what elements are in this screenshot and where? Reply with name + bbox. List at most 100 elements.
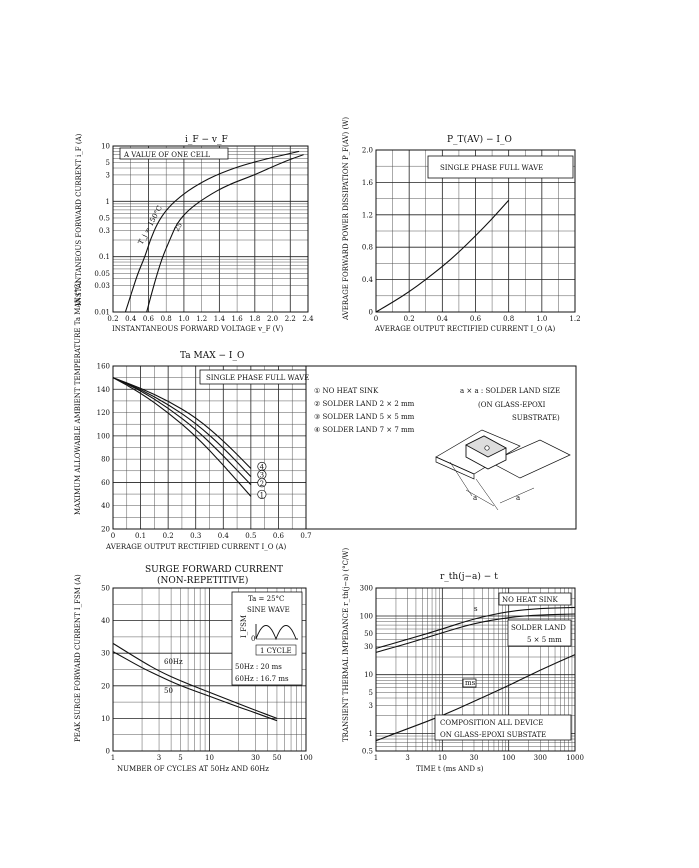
chart-rth-title: r_th(j−a) − t [440, 571, 498, 582]
chart-tamax-ylabel: MAXIMUM ALLOWABLE AMBIENT TEMPERATURE Ta… [74, 281, 82, 515]
ytick-label-7: 100 [360, 612, 373, 620]
chart-rth: r_th(j−a) − t TRANSIENT THERMAL IMPEDANC… [342, 548, 584, 773]
chart-rth-land: SOLDER LAND [511, 624, 566, 632]
chart-rth-land-box [507, 619, 572, 647]
chart-rth-ms-box [462, 678, 477, 688]
chart-if-vf-xlabel: INSTANTANEOUS FORWARD VOLTAGE v_F (V) [112, 325, 283, 333]
xtick-label-2: 5 [178, 754, 182, 762]
series-line-2 [375, 654, 576, 742]
chart-surge-ticks: 1 3 5 10 30 50 100 0 10 20 30 40 50 [101, 585, 313, 763]
chart-pt-io-curves [375, 199, 510, 313]
xtick-label-6: 100 [299, 754, 312, 762]
xtick-label-10: 2.2 [285, 315, 296, 323]
xtick-label-8: 1.8 [249, 315, 260, 323]
series-line-0 [375, 606, 576, 649]
xtick-label-2: 10 [438, 754, 447, 762]
plot-frame [112, 145, 309, 313]
xtick-label-4: 1.0 [178, 315, 189, 323]
xtick-label-2: 0.6 [143, 315, 155, 323]
chart-surge-60hz: 60Hz : 16.7 ms [235, 675, 289, 683]
chart-surge-ta: Ta = 25°C [248, 595, 284, 603]
chart-pt-io-note: SINGLE PHASE FULL WAVE [440, 164, 543, 172]
xtick-label-7: 0.7 [300, 532, 311, 540]
xtick-label-4: 0.8 [503, 315, 514, 323]
chart-if-vf-ylabel: INSTANTANEOUS FORWARD CURRENT i_F (A) [75, 133, 83, 306]
ytick-label-5: 2.0 [362, 147, 373, 155]
xtick-label-3: 0.3 [190, 532, 201, 540]
ytick-label-3: 80 [101, 456, 110, 464]
ytick-label-0: 0.5 [362, 748, 373, 756]
ytick-label-2: 0.05 [94, 270, 110, 278]
xtick-label-1: 3 [405, 754, 409, 762]
plot-frame [112, 587, 307, 752]
xtick-label-6: 1.4 [214, 315, 226, 323]
chart-pt-io: P_T(AV) − I_O AVERAGE FORWARD POWER DISS… [342, 117, 581, 333]
ytick-label-6: 50 [364, 630, 373, 638]
chart-pt-io-grid [375, 149, 576, 313]
chart-tamax-legend-panel [305, 365, 577, 530]
plot-frame [375, 149, 576, 313]
series-marker-label-2: 3 [260, 472, 264, 480]
xtick-label-6: 0.6 [273, 532, 285, 540]
ytick-label-8: 5 [106, 159, 110, 167]
ytick-label-0: 0 [369, 309, 373, 317]
chart-tamax-title: Ta MAX − I_O [180, 351, 244, 361]
ytick-label-0: 0 [106, 748, 110, 756]
series-line-0 [112, 377, 252, 497]
chart-rth-comp1: COMPOSITION ALL DEVICE [440, 719, 543, 727]
series-marker-label-1: 2 [260, 480, 264, 488]
xtick-label-2: 0.4 [437, 315, 449, 323]
chart-pt-io-title: P_T(AV) − I_O [447, 134, 512, 145]
xtick-label-0: 0 [111, 532, 115, 540]
chart-surge-subtitle: (NON-REPETITIVE) [157, 575, 248, 586]
xtick-label-2: 0.2 [163, 532, 174, 540]
xtick-label-3: 10 [205, 754, 214, 762]
xtick-label-5: 50 [272, 754, 281, 762]
series-line-1 [375, 613, 576, 653]
chart-tamax-note: SINGLE PHASE FULL WAVE [206, 374, 309, 382]
ytick-label-4: 10 [364, 671, 373, 679]
chart-rth-curves [375, 606, 576, 742]
xtick-label-5: 300 [534, 754, 547, 762]
series-line-0 [375, 199, 510, 313]
chart-surge-sinewave: SINE WAVE [247, 606, 290, 614]
chart-tamax-curves: 1 234 [112, 377, 267, 499]
chart-surge-xlabel: NUMBER OF CYCLES AT 50Hz AND 60Hz [117, 765, 269, 773]
xtick-label-3: 0.8 [161, 315, 172, 323]
xtick-label-1: 0.1 [135, 532, 146, 540]
plot-frame [375, 587, 576, 752]
xtick-label-5: 1.0 [536, 315, 547, 323]
chart-surge-inset-box [231, 591, 303, 686]
ytick-label-9: 10 [101, 143, 110, 151]
xtick-label-0: 1 [374, 754, 378, 762]
ytick-label-7: 160 [97, 363, 110, 371]
ytick-label-1: 0.4 [362, 276, 374, 284]
chart-rth-ms: ms [465, 679, 476, 687]
chart-if-vf-note: A VALUE OF ONE CELL [123, 151, 211, 159]
chart-surge-series-50: 50 [164, 687, 173, 695]
ytick-label-4: 40 [101, 617, 110, 625]
chart-if-vf-label-25: 25 [173, 221, 184, 233]
ytick-label-6: 140 [97, 386, 110, 394]
ytick-label-5: 30 [364, 643, 373, 651]
chart-surge-series-60: 60Hz [164, 658, 183, 666]
xtick-label-1: 0.4 [125, 315, 137, 323]
xtick-label-6: 1000 [566, 754, 584, 762]
ytick-label-6: 1 [106, 198, 110, 206]
chart-rth-ylabel: TRANSIENT THERMAL IMPEDANCE r_th(j−a) (°… [342, 548, 350, 742]
chart-if-vf-curves [124, 150, 304, 313]
legend-size-note-3: SUBSTRATE) [512, 414, 560, 422]
series-marker-label-0: 1 [260, 491, 264, 499]
ytick-label-5: 120 [97, 409, 110, 417]
xtick-label-5: 1.2 [196, 315, 207, 323]
xtick-label-0: 0.2 [107, 315, 118, 323]
chart-pt-io-xlabel: AVERAGE OUTPUT RECTIFIED CURRENT I_O (A) [374, 325, 555, 333]
legend-size-note: a × a : SOLDER LAND SIZE [460, 387, 560, 395]
ytick-label-5: 50 [101, 585, 110, 593]
chart-rth-comp-box [434, 714, 572, 741]
chart-rth-land-size: 5 × 5 mm [527, 636, 562, 644]
legend-item-4: ④ SOLDER LAND 7 × 7 mm [314, 426, 415, 434]
legend-item-1: ① NO HEAT SINK [314, 387, 379, 395]
